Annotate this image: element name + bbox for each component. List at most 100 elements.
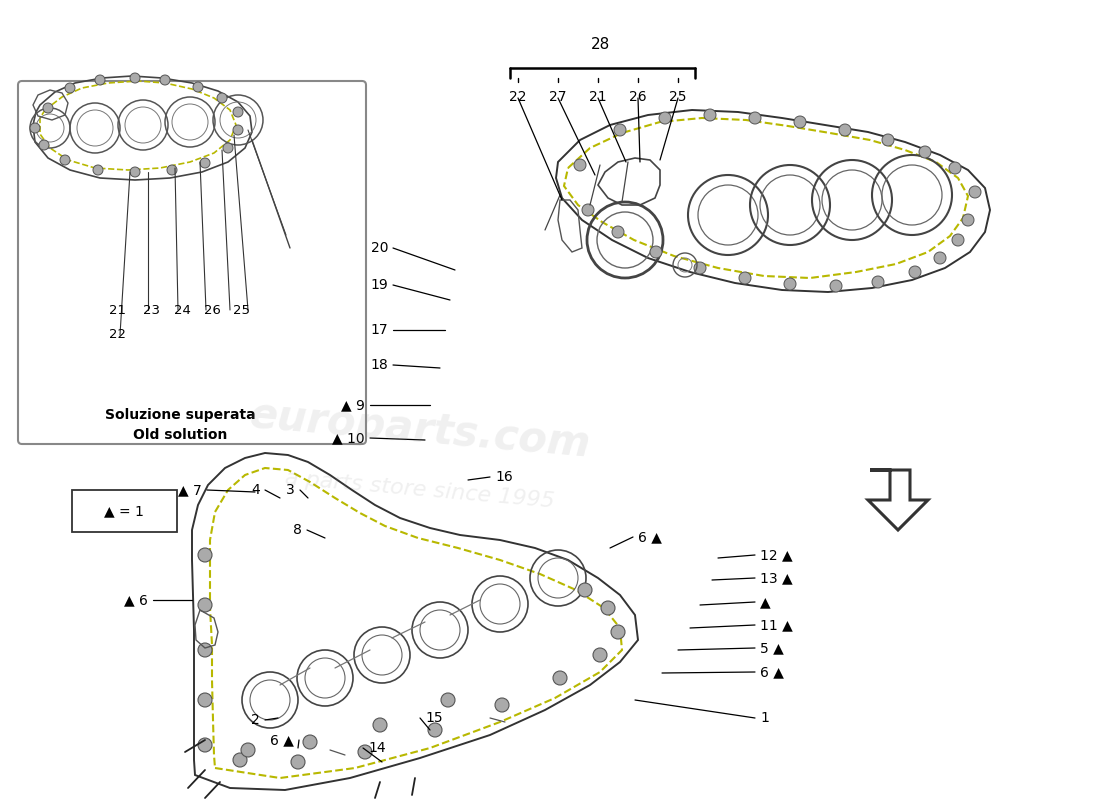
Circle shape	[233, 753, 248, 767]
Bar	[72, 490, 177, 532]
Text: 12 ▲: 12 ▲	[760, 548, 793, 562]
Text: Soluzione superata: Soluzione superata	[104, 408, 255, 422]
Text: 22: 22	[509, 90, 527, 104]
Circle shape	[882, 134, 894, 146]
Circle shape	[198, 598, 212, 612]
Circle shape	[918, 146, 931, 158]
Circle shape	[217, 93, 227, 103]
Text: 19: 19	[371, 278, 388, 292]
Circle shape	[749, 112, 761, 124]
Text: 23: 23	[143, 303, 161, 317]
Circle shape	[495, 698, 509, 712]
Text: ▲ 10: ▲ 10	[332, 431, 365, 445]
Circle shape	[233, 125, 243, 135]
Circle shape	[223, 143, 233, 153]
Circle shape	[704, 109, 716, 121]
Circle shape	[65, 83, 75, 93]
Circle shape	[198, 693, 212, 707]
Circle shape	[582, 204, 594, 216]
Circle shape	[130, 167, 140, 177]
Text: ▲: ▲	[760, 595, 771, 609]
Circle shape	[441, 693, 455, 707]
Text: 2: 2	[251, 713, 260, 727]
Text: 25: 25	[233, 303, 251, 317]
Text: a parts store since 1995: a parts store since 1995	[284, 468, 556, 512]
Circle shape	[659, 112, 671, 124]
Circle shape	[952, 234, 964, 246]
Circle shape	[739, 272, 751, 284]
Circle shape	[428, 723, 442, 737]
Circle shape	[198, 738, 212, 752]
Circle shape	[198, 643, 212, 657]
Circle shape	[241, 743, 255, 757]
Circle shape	[650, 246, 662, 258]
Circle shape	[60, 155, 70, 165]
Circle shape	[610, 625, 625, 639]
Circle shape	[198, 548, 212, 562]
Text: ▲ = 1: ▲ = 1	[104, 504, 144, 518]
Circle shape	[614, 124, 626, 136]
Circle shape	[43, 103, 53, 113]
Text: 21: 21	[110, 303, 126, 317]
Text: 27: 27	[549, 90, 566, 104]
Circle shape	[909, 266, 921, 278]
Text: 5 ▲: 5 ▲	[760, 641, 783, 655]
Text: 14: 14	[368, 741, 386, 755]
Circle shape	[358, 745, 372, 759]
Text: Old solution: Old solution	[133, 428, 228, 442]
Circle shape	[949, 162, 961, 174]
Circle shape	[160, 75, 170, 85]
Circle shape	[302, 735, 317, 749]
Text: 26: 26	[629, 90, 647, 104]
Circle shape	[969, 186, 981, 198]
Text: 26: 26	[204, 303, 220, 317]
Circle shape	[794, 116, 806, 128]
Text: 21: 21	[590, 90, 607, 104]
Text: ▲ 6: ▲ 6	[124, 593, 148, 607]
Circle shape	[934, 252, 946, 264]
Circle shape	[95, 75, 104, 85]
Text: ▲ 9: ▲ 9	[341, 398, 365, 412]
Text: ▲ 7: ▲ 7	[178, 483, 202, 497]
Text: 8: 8	[293, 523, 303, 537]
Text: 22: 22	[110, 329, 126, 342]
Circle shape	[200, 158, 210, 168]
Text: 15: 15	[425, 711, 442, 725]
Circle shape	[839, 124, 851, 136]
Circle shape	[601, 601, 615, 615]
Text: 11 ▲: 11 ▲	[760, 618, 793, 632]
Circle shape	[574, 159, 586, 171]
Text: 13 ▲: 13 ▲	[760, 571, 793, 585]
Text: 20: 20	[371, 241, 388, 255]
Circle shape	[830, 280, 842, 292]
Circle shape	[553, 671, 566, 685]
Text: 18: 18	[371, 358, 388, 372]
Text: 1: 1	[760, 711, 769, 725]
Circle shape	[593, 648, 607, 662]
Circle shape	[192, 82, 204, 92]
Circle shape	[578, 583, 592, 597]
Text: 17: 17	[371, 323, 388, 337]
Circle shape	[872, 276, 884, 288]
Text: europarts.com: europarts.com	[248, 394, 593, 466]
Text: 3: 3	[286, 483, 295, 497]
Circle shape	[39, 140, 50, 150]
Circle shape	[94, 165, 103, 175]
Circle shape	[373, 718, 387, 732]
Circle shape	[784, 278, 796, 290]
Text: 6 ▲: 6 ▲	[638, 530, 662, 544]
Text: 6 ▲: 6 ▲	[760, 665, 784, 679]
Text: 6 ▲: 6 ▲	[271, 733, 294, 747]
Text: 28: 28	[591, 37, 609, 52]
Text: 25: 25	[669, 90, 686, 104]
Circle shape	[694, 262, 706, 274]
Text: 16: 16	[495, 470, 513, 484]
Circle shape	[612, 226, 624, 238]
Circle shape	[130, 73, 140, 83]
Circle shape	[962, 214, 974, 226]
Circle shape	[30, 123, 40, 133]
Text: 24: 24	[174, 303, 190, 317]
Circle shape	[292, 755, 305, 769]
Text: 4: 4	[251, 483, 260, 497]
Circle shape	[167, 165, 177, 175]
